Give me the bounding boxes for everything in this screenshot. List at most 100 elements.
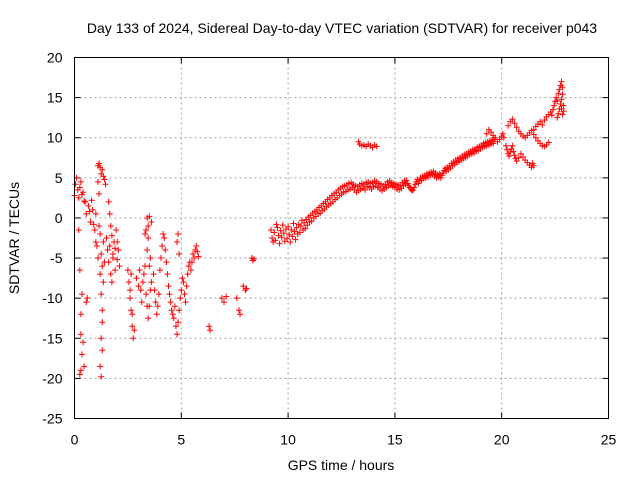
- data-point: [96, 190, 103, 197]
- x-tick-label: 5: [177, 432, 185, 448]
- data-point: [127, 287, 134, 294]
- data-point: [133, 275, 140, 282]
- data-point: [272, 237, 279, 244]
- data-point: [112, 245, 119, 252]
- data-point: [98, 373, 105, 380]
- data-point: [190, 251, 197, 258]
- data-point: [301, 219, 308, 226]
- data-point: [488, 129, 495, 136]
- data-point: [403, 177, 410, 184]
- data-point: [146, 213, 153, 220]
- data-point: [145, 222, 152, 229]
- data-point: [107, 222, 114, 229]
- data-point: [277, 227, 284, 234]
- y-tick-label: -15: [42, 330, 62, 346]
- data-point: [105, 198, 112, 205]
- data-point: [138, 299, 145, 306]
- data-point: [287, 239, 294, 246]
- data-point: [290, 220, 297, 227]
- data-point: [92, 210, 99, 217]
- x-axis-ticks: 0 5 10 15 20 25: [71, 57, 616, 448]
- data-point: [83, 299, 90, 306]
- data-point: [97, 271, 104, 278]
- data-point: [77, 311, 84, 318]
- data-point: [137, 287, 144, 294]
- data-point: [116, 263, 123, 270]
- data-point: [76, 267, 83, 274]
- data-point: [156, 267, 163, 274]
- data-point: [551, 102, 558, 109]
- data-point: [529, 160, 536, 167]
- data-point: [517, 150, 524, 157]
- data-point: [152, 299, 159, 306]
- data-point: [99, 347, 106, 354]
- data-point: [297, 222, 304, 229]
- data-point: [553, 94, 560, 101]
- data-point: [555, 110, 562, 117]
- data-point: [195, 253, 202, 260]
- data-point: [94, 178, 101, 185]
- data-point: [100, 173, 107, 180]
- data-point: [177, 295, 184, 302]
- data-point: [170, 315, 177, 322]
- data-point: [86, 208, 93, 215]
- data-point: [81, 198, 88, 205]
- data-point: [99, 263, 106, 270]
- data-point: [114, 239, 121, 246]
- data-point: [291, 228, 298, 235]
- data-point: [90, 221, 97, 228]
- data-point: [288, 226, 295, 233]
- data-point: [98, 335, 105, 342]
- chart-title: Day 133 of 2024, Sidereal Day-to-day VTE…: [87, 20, 597, 36]
- data-point: [87, 218, 94, 225]
- data-point: [185, 263, 192, 270]
- data-point: [286, 231, 293, 238]
- data-point: [559, 111, 566, 118]
- data-point: [541, 117, 548, 124]
- data-point: [81, 363, 88, 370]
- data-point: [89, 206, 96, 213]
- data-point: [145, 315, 152, 322]
- data-point: [75, 226, 82, 233]
- grid-lines: [74, 57, 609, 419]
- data-point: [159, 243, 166, 250]
- data-point: [178, 287, 185, 294]
- data-point: [99, 166, 106, 173]
- data-point: [511, 152, 518, 159]
- data-point: [98, 291, 105, 298]
- data-point: [296, 229, 303, 236]
- data-point: [98, 251, 105, 258]
- data-point: [490, 140, 497, 147]
- data-point: [183, 283, 190, 290]
- data-point: [125, 279, 132, 286]
- data-point: [483, 130, 490, 137]
- data-point: [109, 251, 116, 258]
- data-point: [174, 331, 181, 338]
- data-point: [97, 363, 104, 370]
- data-point: [77, 178, 84, 185]
- data-point: [162, 247, 169, 254]
- x-tick-label: 0: [71, 432, 79, 448]
- data-point: [115, 247, 122, 254]
- data-point: [143, 226, 150, 233]
- data-point: [530, 126, 537, 133]
- data-point: [108, 279, 115, 286]
- data-point: [146, 263, 153, 270]
- data-point: [141, 230, 148, 237]
- data-point: [284, 235, 291, 242]
- data-point: [78, 351, 85, 358]
- data-point: [83, 210, 90, 217]
- data-point: [136, 267, 143, 274]
- data-point: [96, 222, 103, 229]
- data-point: [275, 232, 282, 239]
- data-point: [280, 230, 287, 237]
- data-point: [549, 106, 556, 113]
- data-point: [102, 181, 109, 188]
- data-point: [139, 279, 146, 286]
- data-point: [147, 255, 154, 262]
- data-point: [84, 295, 91, 302]
- data-point: [504, 146, 511, 153]
- data-point: [77, 367, 84, 374]
- data-point: [273, 221, 280, 228]
- data-point: [113, 226, 120, 233]
